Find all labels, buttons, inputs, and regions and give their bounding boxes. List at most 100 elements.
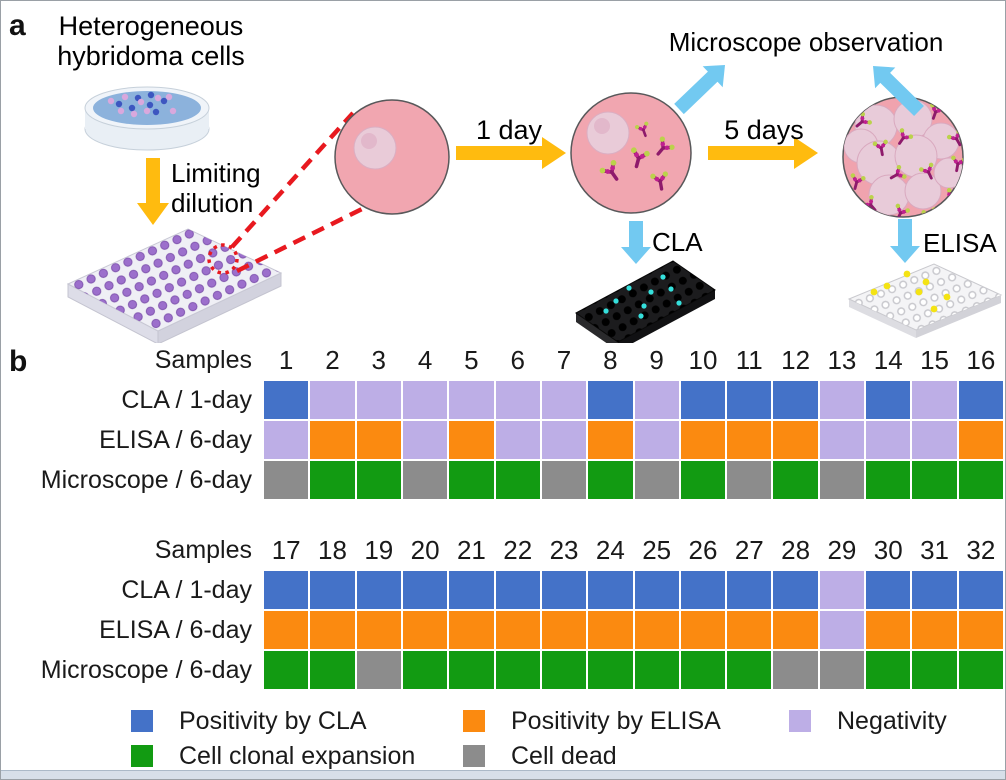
heatmap-cell-elisa_positive bbox=[264, 611, 309, 649]
microscope-label: Microscope observation bbox=[669, 27, 944, 57]
row-label: CLA / 1-day bbox=[121, 386, 252, 414]
heatmap-cell-expansion bbox=[356, 461, 401, 499]
sample-number: 14 bbox=[873, 345, 903, 375]
samples-header: Samples bbox=[154, 346, 252, 374]
heatmap-cell-expansion bbox=[495, 461, 540, 499]
legend-swatch-negative bbox=[789, 710, 811, 732]
sample-number: 6 bbox=[510, 345, 525, 375]
sample-number: 2 bbox=[325, 345, 340, 375]
heatmap-cell-cla_positive bbox=[866, 381, 911, 419]
heatmap-cell-negative bbox=[866, 421, 911, 459]
panel-b-label: b bbox=[9, 345, 28, 378]
legend-item: Negativity bbox=[789, 707, 947, 735]
legend-label: Cell clonal expansion bbox=[179, 741, 416, 770]
heatmap-cell-cla_positive bbox=[356, 571, 401, 609]
heatmap-cell-elisa_positive bbox=[773, 611, 818, 649]
heatmap-cell-elisa_positive bbox=[588, 611, 633, 649]
legend-item: Positivity by ELISA bbox=[463, 707, 721, 735]
heatmap-row: CLA / 1-day bbox=[1, 381, 1005, 419]
sample-number: 20 bbox=[410, 535, 440, 565]
dilution-label-line2: dilution bbox=[171, 188, 253, 218]
heatmap-cell-expansion bbox=[449, 461, 494, 499]
legend-label: Cell dead bbox=[511, 741, 617, 770]
heatmap-cell-expansion bbox=[866, 651, 911, 689]
heatmap-cell-expansion bbox=[680, 461, 726, 499]
heatmap-cell-expansion bbox=[727, 651, 772, 689]
heatmap-cell-expansion bbox=[588, 651, 633, 689]
sample-number: 11 bbox=[735, 345, 763, 375]
heatmap-cell-elisa_positive bbox=[310, 611, 355, 649]
heatmap-cell-negative bbox=[819, 571, 865, 609]
heatmap-cell-expansion bbox=[912, 651, 957, 689]
limiting-dilution-arrow bbox=[137, 158, 169, 225]
sample-number: 9 bbox=[649, 345, 664, 375]
legend-swatch-expansion bbox=[131, 745, 153, 767]
heatmap-cell-elisa_positive bbox=[727, 611, 772, 649]
heatmap-cell-negative bbox=[449, 381, 494, 419]
heatmap-cell-negative bbox=[819, 421, 865, 459]
heatmap-cell-negative bbox=[356, 381, 401, 419]
heatmap-cell-negative bbox=[310, 381, 355, 419]
row-cells bbox=[264, 651, 1003, 689]
heatmap-cell-cla_positive bbox=[727, 381, 772, 419]
sample-number: 13 bbox=[827, 345, 857, 375]
sample-number: 24 bbox=[595, 535, 625, 565]
heatmap-cell-elisa_positive bbox=[958, 421, 1003, 459]
sample-number: 1 bbox=[278, 345, 294, 375]
row-cells bbox=[264, 611, 1003, 649]
row-cells bbox=[264, 421, 1003, 459]
heatmap-cell-expansion bbox=[402, 651, 448, 689]
heatmap-cell-cla_positive bbox=[958, 571, 1003, 609]
title-line2: hybridoma cells bbox=[57, 41, 245, 71]
antibody-cell-circle bbox=[570, 92, 692, 214]
heatmap-cell-dead bbox=[773, 651, 818, 689]
heatmap-cell-negative bbox=[541, 421, 587, 459]
window-bottom-bar bbox=[1, 770, 1005, 779]
sample-number: 25 bbox=[642, 535, 672, 565]
heatmap-cell-dead bbox=[819, 651, 865, 689]
heatmap-cell-cla_positive bbox=[958, 381, 1003, 419]
petri-dish-icon bbox=[84, 86, 210, 151]
heatmap-cell-negative bbox=[402, 421, 448, 459]
sample-number: 23 bbox=[549, 535, 579, 565]
heatmap-cell-cla_positive bbox=[264, 571, 309, 609]
heatmap-cell-expansion bbox=[634, 651, 679, 689]
heatmap-cell-dead bbox=[541, 461, 587, 499]
samples-header: Samples bbox=[154, 536, 252, 564]
row-label: ELISA / 6-day bbox=[99, 616, 252, 644]
cla-plate-icon bbox=[575, 260, 716, 343]
legend-swatch-dead bbox=[463, 745, 485, 767]
heatmap-cell-elisa_positive bbox=[495, 611, 540, 649]
heatmap-cell-expansion bbox=[310, 651, 355, 689]
heatmap-cell-elisa_positive bbox=[866, 611, 911, 649]
single-cell-circle bbox=[334, 99, 450, 215]
sample-number: 12 bbox=[781, 345, 811, 375]
sample-number: 8 bbox=[603, 345, 618, 375]
microscope-arrow-right bbox=[873, 66, 924, 116]
sample-number: 19 bbox=[364, 535, 394, 565]
microscope-arrow-left bbox=[674, 65, 725, 115]
heatmap-cell-cla_positive bbox=[680, 571, 726, 609]
heatmap-cell-elisa_positive bbox=[727, 421, 772, 459]
sample-number: 29 bbox=[827, 535, 857, 565]
sample-number: 3 bbox=[371, 345, 387, 375]
row-cells bbox=[264, 381, 1003, 419]
heatmap-cell-expansion bbox=[912, 461, 957, 499]
heatmap-cell-cla_positive bbox=[680, 381, 726, 419]
heatmap-row: ELISA / 6-day bbox=[1, 611, 1005, 649]
heatmap-cell-expansion bbox=[773, 461, 818, 499]
sample-number: 28 bbox=[781, 535, 811, 565]
five-days-arrow bbox=[708, 137, 818, 169]
heatmap-cell-cla_positive bbox=[588, 571, 633, 609]
sample-numbers: 17 18 19 20 21 22 23 24 25 26 27 28 29 30 31 32 bbox=[264, 533, 1003, 567]
heatmap-cell-elisa_positive bbox=[449, 421, 494, 459]
sample-number: 10 bbox=[688, 345, 718, 375]
heatmap-cell-dead bbox=[402, 461, 448, 499]
elisa-arrow bbox=[890, 219, 920, 263]
heatmap-cell-cla_positive bbox=[402, 571, 448, 609]
one-day-label: 1 day bbox=[476, 115, 543, 145]
heatmap-cell-elisa_positive bbox=[449, 611, 494, 649]
heatmap-cell-expansion bbox=[541, 651, 587, 689]
heatmap-cell-negative bbox=[819, 611, 865, 649]
